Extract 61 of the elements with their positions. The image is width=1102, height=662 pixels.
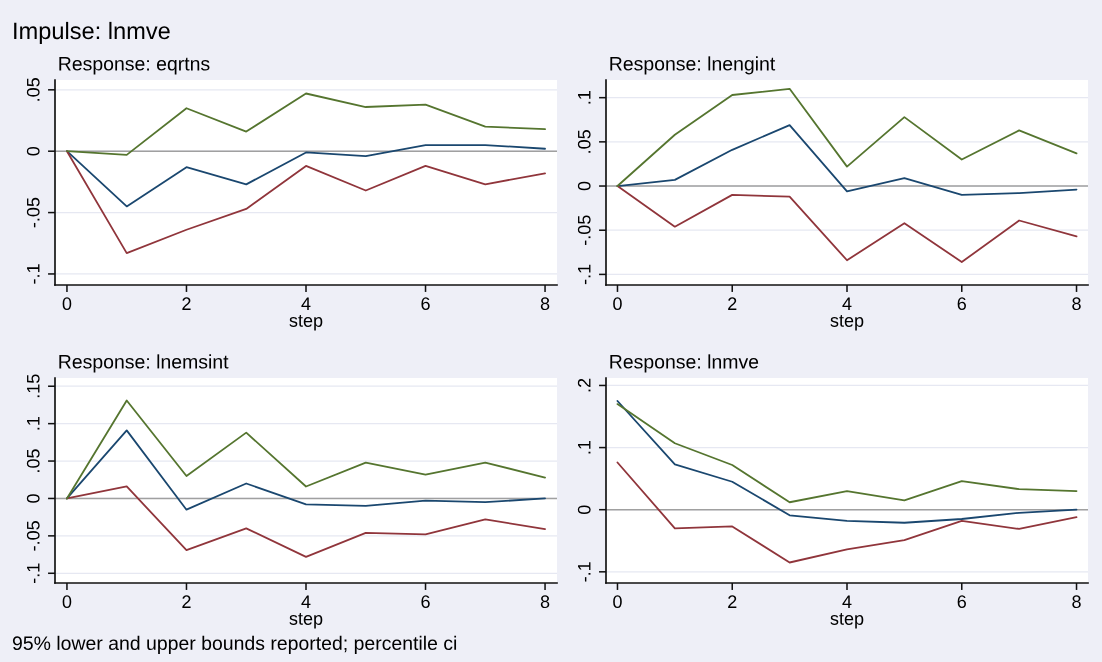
chart-subtitle: Response: lnmve: [610, 354, 759, 373]
y-tick-label: -.05: [26, 521, 40, 551]
x-tick-label: 6: [957, 595, 966, 609]
x-tick-label: 4: [842, 297, 852, 310]
x-axis-title: step: [830, 613, 864, 629]
y-tick-label: -.05: [26, 197, 40, 228]
line-series: [66, 485, 546, 558]
x-tick-label: 8: [1072, 595, 1081, 609]
y-tick-label: .05: [577, 130, 591, 153]
x-tick-label: 2: [182, 297, 191, 310]
x-tick-label: 4: [842, 595, 852, 608]
y-tick-label: .05: [26, 449, 40, 472]
y-tick-label: .1: [578, 440, 591, 454]
x-tick-label: 8: [1072, 297, 1081, 311]
y-tick-label: -.1: [27, 264, 40, 284]
y-tick-label: -.1: [27, 563, 40, 584]
x-tick-label: 4: [301, 297, 311, 310]
chart-subtitle: Response: lnengint: [610, 56, 776, 75]
x-tick-label: 6: [421, 595, 430, 609]
x-axis-title: step: [289, 613, 323, 629]
x-tick-label: 2: [728, 297, 737, 310]
line-series: [66, 144, 546, 208]
y-tick-label: 0: [26, 146, 40, 156]
x-tick-label: 0: [613, 595, 622, 609]
y-tick-label: 0: [577, 505, 591, 515]
x-axis-title: step: [830, 315, 864, 331]
line-series: [66, 92, 546, 156]
y-tick-label: .1: [27, 416, 40, 430]
x-tick-label: 8: [540, 297, 550, 311]
x-tick-label: 2: [728, 595, 737, 608]
y-tick-label: .15: [27, 374, 40, 398]
y-tick-label: .2: [577, 378, 591, 392]
x-tick-label: 0: [62, 297, 72, 311]
x-tick-label: 6: [957, 297, 966, 311]
y-tick-label: -.05: [577, 215, 591, 245]
x-axis-title: step: [289, 315, 323, 331]
x-tick-label: 6: [421, 297, 430, 311]
line-series: [616, 124, 1078, 196]
line-series: [616, 400, 1078, 524]
chart-title: Impulse: lnmve: [14, 21, 170, 44]
y-tick-label: -.1: [578, 264, 591, 285]
x-tick-label: 8: [540, 595, 550, 609]
x-tick-label: 0: [62, 595, 72, 609]
line-series: [616, 403, 1078, 504]
line-series: [616, 185, 1078, 263]
y-tick-label: .05: [26, 78, 40, 101]
line-series: [616, 87, 1078, 187]
line-series: [616, 461, 1078, 564]
y-tick-label: .1: [578, 91, 591, 104]
chart-subtitle: Response: lnemsint: [59, 354, 229, 373]
y-tick-label: 0: [26, 494, 40, 503]
y-tick-label: 0: [577, 181, 591, 191]
x-tick-label: 0: [613, 297, 622, 311]
line-series: [66, 150, 546, 254]
line-series: [66, 399, 546, 500]
y-tick-label: -.1: [578, 562, 591, 582]
chart-subtitle: Response: eqrtns: [59, 57, 210, 75]
line-series: [66, 429, 546, 511]
text: 95% lower and upper bounds reported; percentile ci: [12, 635, 457, 654]
x-tick-label: 2: [182, 595, 191, 608]
x-tick-label: 4: [301, 595, 311, 608]
